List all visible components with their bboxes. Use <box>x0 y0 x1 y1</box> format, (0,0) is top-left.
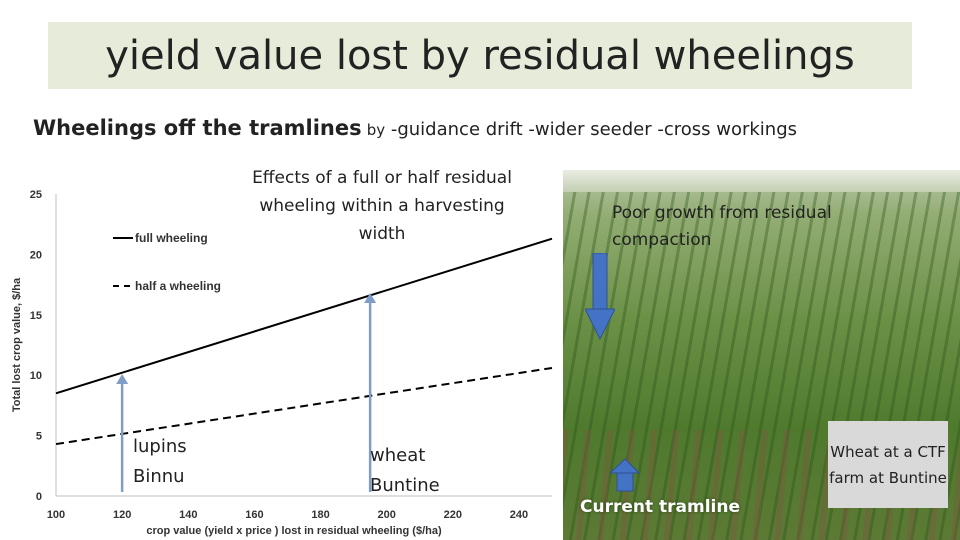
y-axis-label: Total lost crop value, $/ha <box>11 277 23 412</box>
arrow-up-icon <box>610 458 640 492</box>
x-tick-label: 180 <box>311 509 329 521</box>
photo-caption: Wheat at a CTF farm at Buntine <box>828 421 948 508</box>
line-chart: 0 5 10 15 20 25 100 120 140 160 180 200 220 240 crop v… <box>11 189 553 537</box>
subtitle-by: by <box>366 121 386 139</box>
full-wheeling-line <box>55 237 553 395</box>
y-tick-label: 15 <box>30 310 42 322</box>
x-tick-label: 100 <box>47 509 65 521</box>
annotation-lupins-line2: Binnu <box>133 466 185 487</box>
half-wheeling-line <box>55 366 553 446</box>
annotation-lupins: lupins Binnu <box>133 432 187 492</box>
annotation-wheat-line1: wheat <box>370 445 426 466</box>
x-axis-label: crop value (yield x price ) lost in resi… <box>146 525 442 537</box>
subtitle-bold: Wheelings off the tramlines <box>33 116 362 140</box>
chart-title: Effects of a full or half residual wheel… <box>252 168 512 244</box>
x-tick-label: 220 <box>444 509 462 521</box>
y-tick-label: 25 <box>30 189 42 201</box>
arrow-down-icon <box>585 253 615 341</box>
y-tick-label: 20 <box>30 249 42 261</box>
y-tick-label: 10 <box>30 370 42 382</box>
annotation-arrow-head <box>364 293 377 304</box>
photo-sky <box>563 170 960 192</box>
subtitle-rest: -guidance drift -wider seeder -cross wor… <box>385 119 798 140</box>
x-tick-label: 140 <box>179 509 197 521</box>
annotation-lupins-line1: lupins <box>133 436 187 457</box>
x-tick-label: 200 <box>377 509 395 521</box>
x-tick-label: 160 <box>245 509 263 521</box>
poor-growth-label: Poor growth from residual compaction <box>612 203 832 250</box>
legend-half-label: half a wheeling <box>135 279 221 293</box>
current-tramline-label: Current tramline <box>580 497 741 517</box>
annotation-wheat: wheat Buntine <box>370 441 440 501</box>
annotation-arrow-head <box>116 373 129 384</box>
x-tick-label: 120 <box>113 509 131 521</box>
title-band: yield value lost by residual wheelings <box>48 22 912 89</box>
y-tick-label: 5 <box>36 431 42 443</box>
y-tick-label: 0 <box>36 491 42 503</box>
subtitle: Wheelings off the tramlines by -guidance… <box>33 116 797 140</box>
legend-full-label: full wheeling <box>135 231 208 245</box>
x-tick-label: 240 <box>510 509 528 521</box>
annotation-wheat-line2: Buntine <box>370 475 440 496</box>
slide-title: yield value lost by residual wheelings <box>105 32 855 79</box>
